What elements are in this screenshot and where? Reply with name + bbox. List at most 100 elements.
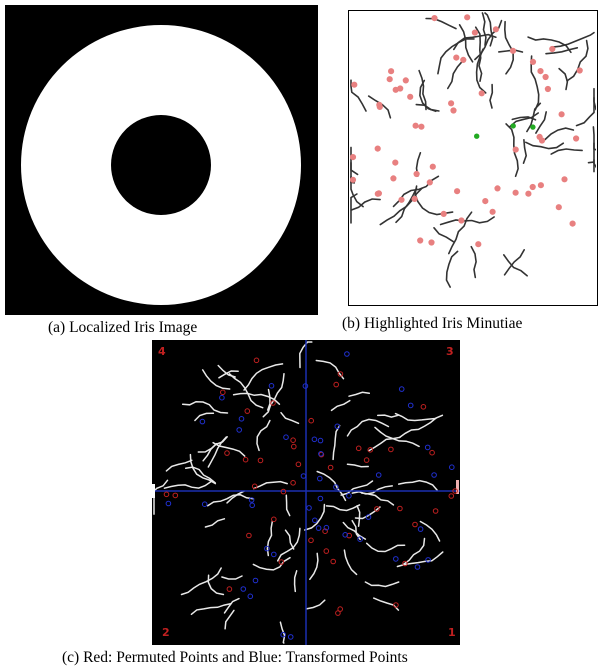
permuted-point: [308, 537, 314, 544]
highlighted-iris-minutiae: [348, 10, 598, 306]
ridge-stroke: [348, 391, 371, 397]
ridge-stroke: [527, 36, 572, 54]
minutia-marker: [542, 73, 549, 81]
ridge-stroke: [181, 400, 229, 414]
permuted-point: [271, 516, 277, 523]
caption-a: (a) Localized Iris Image: [48, 319, 198, 336]
transformed-point: [201, 501, 208, 507]
minutia-marker: [392, 159, 399, 166]
transformed-point: [165, 500, 172, 507]
quadrant-label-1: 1: [448, 626, 456, 639]
ridge-stroke: [550, 148, 583, 155]
transformed-point: [414, 564, 421, 570]
minutia-marker: [386, 76, 393, 83]
minutia-marker: [392, 86, 399, 93]
ridge-stroke: [194, 412, 215, 422]
ridge-stroke: [343, 549, 358, 576]
transformed-point: [199, 418, 206, 425]
ridge-stroke: [212, 441, 246, 457]
ridge-stroke: [526, 102, 542, 133]
ridge-stroke: [484, 12, 494, 47]
minutia-marker: [453, 54, 460, 61]
ridge-stroke: [346, 418, 390, 437]
white-ridge-strokes: [153, 341, 444, 644]
minutia-marker: [537, 182, 544, 189]
ridge-stroke: [448, 211, 473, 255]
permuted-point: [226, 586, 233, 592]
minutia-marker: [413, 170, 420, 178]
ridge-stroke: [315, 359, 345, 380]
transformed-point: [318, 451, 324, 457]
minutia-marker: [549, 45, 556, 53]
minutia-marker: [412, 122, 419, 129]
transformed-point: [407, 402, 414, 409]
quadrant-label-4: 4: [158, 345, 166, 358]
ridge-stroke: [566, 39, 589, 82]
minutia-marker: [390, 175, 397, 182]
ridge-stroke: [351, 519, 361, 541]
permuted-point: [278, 559, 285, 565]
transformed-point: [268, 383, 275, 389]
permuted-point: [323, 548, 330, 554]
ridge-stroke: [425, 17, 457, 30]
ridge-stroke: [545, 47, 579, 55]
ridge-stroke: [304, 503, 326, 531]
minutia-marker: [555, 204, 562, 211]
transformed-point: [238, 416, 245, 422]
minutia-marker: [529, 58, 537, 66]
permuted-point: [448, 493, 455, 499]
ridge-stroke: [474, 26, 483, 82]
minutia-marker: [478, 90, 485, 97]
transformed-point: [315, 525, 322, 531]
minutia-marker-green: [474, 133, 480, 139]
permuted-point: [224, 450, 230, 456]
ridge-stroke: [285, 494, 291, 517]
ridge-stroke: [522, 139, 528, 164]
ridge-stroke: [376, 414, 399, 418]
minutia-marker: [561, 176, 568, 183]
ridge-stroke: [551, 31, 595, 48]
ridge-stroke: [284, 529, 295, 550]
ridge-stroke: [587, 159, 595, 173]
minutia-marker: [525, 190, 532, 197]
permuted-point: [412, 521, 418, 528]
right-edge-mark: [456, 480, 459, 494]
ridge-stroke: [470, 245, 477, 279]
ridge-stroke: [330, 399, 351, 412]
minutia-marker: [454, 188, 461, 195]
ridge-stroke: [262, 372, 285, 418]
ridge-stroke: [398, 414, 444, 439]
transformed-point: [365, 514, 372, 520]
minutia-marker: [492, 26, 499, 33]
minutia-marker: [431, 15, 438, 22]
ridge-stroke: [374, 426, 420, 448]
permuted-point: [172, 492, 179, 499]
ridge-stroke: [350, 193, 358, 224]
permuted-point: [330, 558, 336, 565]
ridge-stroke: [474, 19, 503, 61]
permuted-point: [374, 506, 380, 512]
ridge-stroke: [325, 504, 361, 512]
minutia-marker: [489, 208, 496, 215]
transformed-points: [165, 351, 455, 640]
minutia-marker: [569, 220, 576, 227]
permuted-point: [388, 446, 394, 453]
permuted-point: [163, 491, 170, 498]
transformed-point: [252, 577, 259, 584]
minutia-marker-green: [510, 123, 516, 129]
permuted-point: [337, 371, 344, 377]
minutia-marker-green: [530, 124, 536, 130]
permuted-point: [452, 488, 458, 494]
minutia-marker: [529, 183, 536, 191]
minutiae-drawing: [349, 12, 596, 288]
ridge-stroke: [503, 254, 528, 277]
ridge-stroke: [266, 388, 271, 411]
permuted-point: [420, 404, 427, 410]
transformed-point: [312, 517, 318, 524]
transformed-point: [398, 386, 405, 392]
transformed-point: [247, 593, 254, 600]
ridge-stroke: [447, 60, 464, 90]
minutia-marker: [573, 135, 580, 142]
minutia-marker: [538, 137, 546, 144]
minutia-marker: [512, 146, 519, 153]
